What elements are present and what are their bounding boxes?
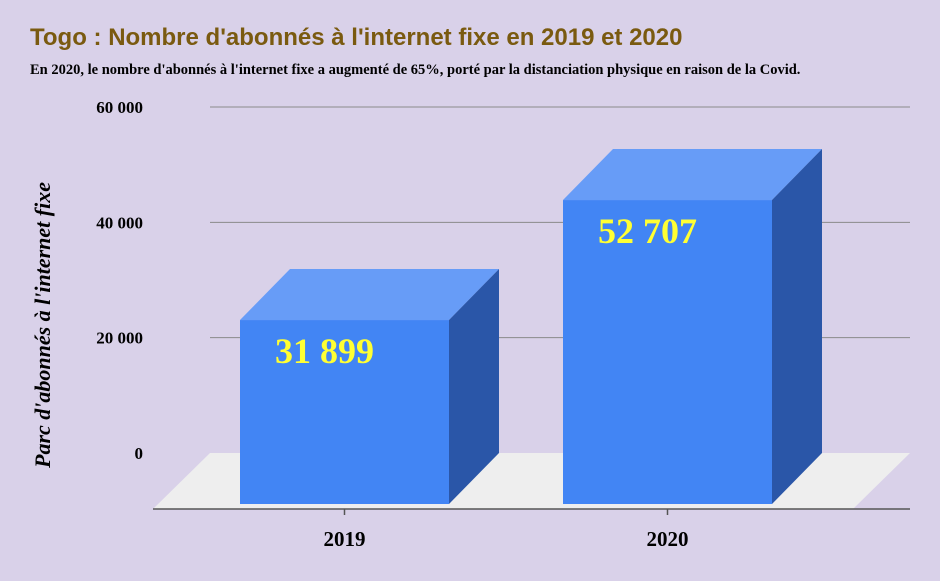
y-tick-label: 60 000 bbox=[96, 98, 143, 117]
bar-2019: 31 899 bbox=[240, 269, 499, 504]
y-axis-label: Parc d'abonnés à l'internet fixe bbox=[30, 182, 55, 469]
bar-side-face bbox=[449, 269, 499, 504]
bar-top-face bbox=[563, 149, 822, 201]
data-label: 31 899 bbox=[275, 331, 374, 371]
data-label: 52 707 bbox=[598, 211, 697, 251]
x-category-label: 2019 bbox=[324, 527, 366, 551]
x-category-label: 2020 bbox=[647, 527, 689, 551]
bar-front-face bbox=[240, 320, 449, 504]
y-axis-ticks: 0 20 000 40 000 60 000 bbox=[96, 98, 143, 463]
chart-title: Togo : Nombre d'abonnés à l'internet fix… bbox=[30, 24, 683, 51]
bar-2020: 52 707 bbox=[563, 149, 822, 504]
chart-subtitle: En 2020, le nombre d'abonnés à l'interne… bbox=[30, 62, 801, 78]
y-tick-label: 0 bbox=[135, 444, 144, 463]
x-axis-categories: 2019 2020 bbox=[324, 509, 689, 551]
bar-top-face bbox=[240, 269, 499, 321]
bars: 31 899 52 707 bbox=[240, 149, 822, 504]
bar-side-face bbox=[772, 149, 822, 504]
y-tick-label: 40 000 bbox=[96, 213, 143, 232]
bar-front-face bbox=[563, 200, 772, 504]
y-tick-label: 20 000 bbox=[96, 329, 143, 348]
